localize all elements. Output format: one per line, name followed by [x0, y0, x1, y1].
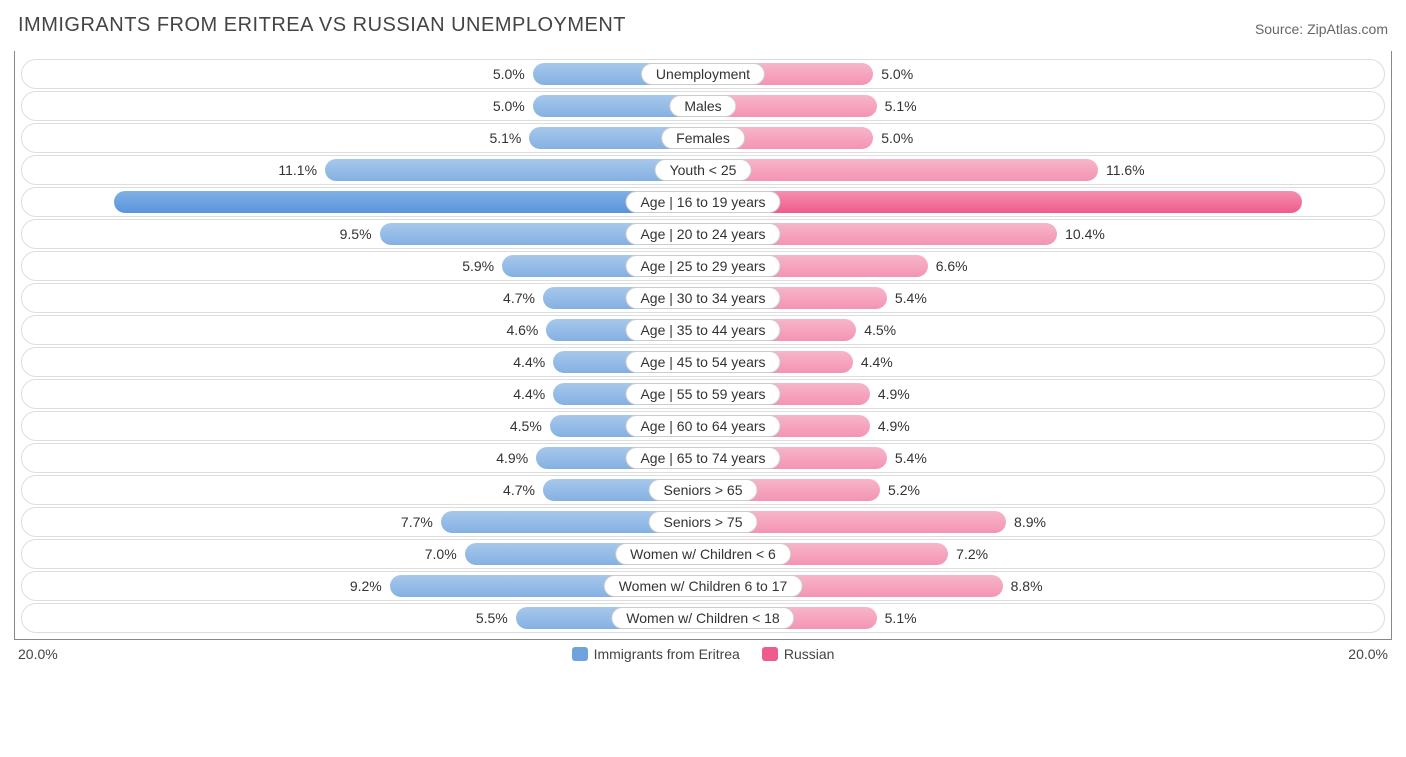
value-label-right: 5.4% — [895, 290, 927, 306]
value-label-right: 8.9% — [1014, 514, 1046, 530]
axis-max-left: 20.0% — [18, 646, 58, 662]
value-label-left: 5.0% — [493, 66, 525, 82]
chart-row: 5.9% 6.6% Age | 25 to 29 years — [21, 251, 1385, 281]
bar-right — [703, 191, 1302, 213]
category-label: Women w/ Children < 6 — [615, 543, 791, 565]
chart-row: 4.5% 4.9% Age | 60 to 64 years — [21, 411, 1385, 441]
value-label-right: 6.6% — [936, 258, 968, 274]
value-label-left: 5.1% — [489, 130, 521, 146]
category-label: Age | 45 to 54 years — [625, 351, 780, 373]
category-label: Age | 55 to 59 years — [625, 383, 780, 405]
chart-row: 7.0% 7.2% Women w/ Children < 6 — [21, 539, 1385, 569]
value-label-right: 5.0% — [881, 130, 913, 146]
category-label: Seniors > 65 — [649, 479, 758, 501]
category-label: Age | 20 to 24 years — [625, 223, 780, 245]
chart-legend: Immigrants from Eritrea Russian — [572, 646, 835, 662]
category-label: Age | 16 to 19 years — [625, 191, 780, 213]
chart-row: 9.5% 10.4% Age | 20 to 24 years — [21, 219, 1385, 249]
value-label-left: 4.7% — [503, 482, 535, 498]
value-label-right: 4.5% — [864, 322, 896, 338]
legend-item-left: Immigrants from Eritrea — [572, 646, 740, 662]
chart-source: Source: ZipAtlas.com — [1255, 21, 1388, 37]
legend-label-right: Russian — [784, 646, 835, 662]
value-label-left: 9.5% — [340, 226, 372, 242]
category-label: Males — [669, 95, 736, 117]
value-label-left: 5.5% — [476, 610, 508, 626]
value-label-right: 7.2% — [956, 546, 988, 562]
legend-swatch-right — [762, 647, 778, 661]
value-label-right: 17.6% — [1338, 194, 1378, 210]
value-label-right: 11.6% — [1106, 162, 1145, 178]
source-prefix: Source: — [1255, 21, 1307, 37]
chart-row: 17.3% 17.6% Age | 16 to 19 years — [21, 187, 1385, 217]
chart-footer: 20.0% Immigrants from Eritrea Russian 20… — [14, 640, 1392, 662]
value-label-left: 7.7% — [401, 514, 433, 530]
chart-row: 4.4% 4.4% Age | 45 to 54 years — [21, 347, 1385, 377]
chart-row: 11.1% 11.6% Youth < 25 — [21, 155, 1385, 185]
category-label: Seniors > 75 — [649, 511, 758, 533]
value-label-right: 8.8% — [1011, 578, 1043, 594]
source-name: ZipAtlas.com — [1307, 21, 1388, 37]
category-label: Age | 60 to 64 years — [625, 415, 780, 437]
value-label-right: 4.9% — [878, 418, 910, 434]
value-label-left: 5.9% — [462, 258, 494, 274]
value-label-right: 4.9% — [878, 386, 910, 402]
value-label-right: 10.4% — [1065, 226, 1105, 242]
category-label: Age | 35 to 44 years — [625, 319, 780, 341]
legend-label-left: Immigrants from Eritrea — [594, 646, 740, 662]
chart-row: 4.7% 5.4% Age | 30 to 34 years — [21, 283, 1385, 313]
value-label-left: 4.6% — [506, 322, 538, 338]
value-label-left: 4.4% — [513, 354, 545, 370]
chart-row: 4.9% 5.4% Age | 65 to 74 years — [21, 443, 1385, 473]
value-label-left: 4.4% — [513, 386, 545, 402]
bar-left — [114, 191, 703, 213]
category-label: Age | 30 to 34 years — [625, 287, 780, 309]
category-label: Youth < 25 — [655, 159, 752, 181]
value-label-right: 5.1% — [885, 98, 917, 114]
category-label: Age | 25 to 29 years — [625, 255, 780, 277]
category-label: Women w/ Children < 18 — [611, 607, 794, 629]
value-label-left: 4.9% — [496, 450, 528, 466]
chart-row: 4.7% 5.2% Seniors > 65 — [21, 475, 1385, 505]
value-label-left: 17.3% — [28, 194, 68, 210]
chart-row: 5.1% 5.0% Females — [21, 123, 1385, 153]
value-label-right: 5.4% — [895, 450, 927, 466]
value-label-left: 9.2% — [350, 578, 382, 594]
value-label-right: 5.0% — [881, 66, 913, 82]
axis-max-right: 20.0% — [1348, 646, 1388, 662]
category-label: Women w/ Children 6 to 17 — [604, 575, 803, 597]
chart-header: IMMIGRANTS FROM ERITREA VS RUSSIAN UNEMP… — [14, 10, 1392, 51]
chart-row: 5.0% 5.0% Unemployment — [21, 59, 1385, 89]
chart-row: 5.0% 5.1% Males — [21, 91, 1385, 121]
value-label-right: 4.4% — [861, 354, 893, 370]
value-label-left: 4.5% — [510, 418, 542, 434]
legend-item-right: Russian — [762, 646, 835, 662]
chart-row: 7.7% 8.9% Seniors > 75 — [21, 507, 1385, 537]
value-label-left: 5.0% — [493, 98, 525, 114]
value-label-left: 7.0% — [425, 546, 457, 562]
category-label: Unemployment — [641, 63, 765, 85]
bar-right — [703, 159, 1098, 181]
value-label-right: 5.1% — [885, 610, 917, 626]
chart-row: 4.6% 4.5% Age | 35 to 44 years — [21, 315, 1385, 345]
bar-left — [325, 159, 703, 181]
value-label-left: 4.7% — [503, 290, 535, 306]
category-label: Age | 65 to 74 years — [625, 447, 780, 469]
value-label-right: 5.2% — [888, 482, 920, 498]
chart-title: IMMIGRANTS FROM ERITREA VS RUSSIAN UNEMP… — [18, 14, 626, 37]
chart-row: 9.2% 8.8% Women w/ Children 6 to 17 — [21, 571, 1385, 601]
chart-row: 5.5% 5.1% Women w/ Children < 18 — [21, 603, 1385, 633]
value-label-left: 11.1% — [278, 162, 317, 178]
category-label: Females — [661, 127, 745, 149]
chart-plot-area: 5.0%5.0%Unemployment5.0%5.1%Males5.1%5.0… — [14, 51, 1392, 640]
chart-row: 4.4% 4.9% Age | 55 to 59 years — [21, 379, 1385, 409]
legend-swatch-left — [572, 647, 588, 661]
